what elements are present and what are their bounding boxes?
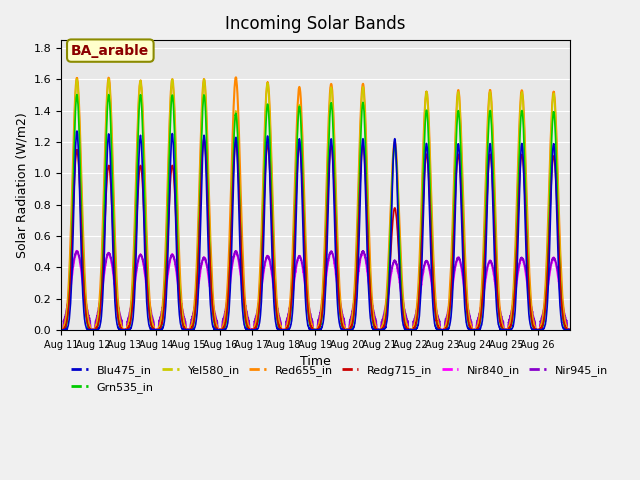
Red655_in	[488, 108, 496, 114]
Blu475_in	[425, 186, 433, 192]
Nir840_in	[458, 266, 465, 272]
Blu475_in	[488, 167, 495, 172]
Red655_in	[57, 327, 65, 333]
Nir840_in	[72, 248, 80, 254]
Blu475_in	[458, 209, 465, 215]
Line: Nir840_in: Nir840_in	[61, 251, 570, 330]
Yel580_in	[105, 76, 113, 82]
X-axis label: Time: Time	[300, 355, 331, 369]
Grn535_in	[161, 280, 169, 286]
Redg715_in	[560, 319, 568, 325]
Red655_in	[458, 141, 465, 147]
Y-axis label: Solar Radiation (W/m2): Solar Radiation (W/m2)	[15, 112, 28, 258]
Nir945_in	[560, 308, 568, 313]
Yel580_in	[425, 130, 433, 136]
Nir945_in	[57, 327, 65, 333]
Nir840_in	[58, 327, 65, 333]
Redg715_in	[566, 327, 573, 333]
Grn535_in	[57, 327, 65, 333]
Nir945_in	[566, 327, 573, 333]
Redg715_in	[458, 196, 465, 202]
Nir945_in	[488, 261, 495, 267]
Grn535_in	[488, 133, 496, 139]
Red655_in	[380, 315, 388, 321]
Grn535_in	[58, 327, 65, 333]
Grn535_in	[425, 151, 433, 157]
Nir945_in	[380, 310, 388, 316]
Line: Nir945_in: Nir945_in	[61, 251, 570, 330]
Yel580_in	[380, 320, 388, 325]
Grn535_in	[560, 322, 568, 327]
Nir945_in	[161, 287, 169, 293]
Nir840_in	[380, 314, 388, 320]
Red655_in	[58, 327, 65, 333]
Grn535_in	[380, 323, 388, 329]
Redg715_in	[380, 323, 388, 329]
Text: BA_arable: BA_arable	[71, 44, 150, 58]
Grn535_in	[566, 327, 573, 333]
Line: Yel580_in: Yel580_in	[61, 79, 570, 330]
Yel580_in	[161, 263, 169, 269]
Yel580_in	[566, 327, 573, 333]
Grn535_in	[458, 172, 465, 178]
Blu475_in	[161, 310, 169, 315]
Blu475_in	[380, 326, 388, 332]
Nir945_in	[458, 263, 465, 268]
Nir840_in	[161, 290, 169, 296]
Title: Incoming Solar Bands: Incoming Solar Bands	[225, 15, 406, 33]
Line: Grn535_in: Grn535_in	[61, 95, 570, 330]
Yel580_in	[488, 113, 496, 119]
Yel580_in	[58, 327, 65, 333]
Nir840_in	[425, 264, 433, 270]
Yel580_in	[560, 316, 568, 322]
Nir945_in	[359, 248, 367, 253]
Red655_in	[425, 125, 433, 131]
Redg715_in	[425, 182, 433, 188]
Legend: Blu475_in, Grn535_in, Yel580_in, Red655_in, Redg715_in, Nir840_in, Nir945_in: Blu475_in, Grn535_in, Yel580_in, Red655_…	[67, 361, 612, 397]
Nir840_in	[57, 327, 65, 333]
Redg715_in	[488, 169, 496, 175]
Red655_in	[566, 327, 573, 333]
Line: Redg715_in: Redg715_in	[61, 139, 570, 330]
Red655_in	[161, 254, 169, 260]
Redg715_in	[200, 136, 208, 142]
Nir840_in	[488, 262, 496, 268]
Nir840_in	[566, 327, 573, 333]
Blu475_in	[57, 327, 65, 333]
Blu475_in	[560, 326, 568, 332]
Red655_in	[560, 312, 568, 317]
Yel580_in	[458, 150, 465, 156]
Blu475_in	[566, 327, 573, 333]
Redg715_in	[58, 327, 65, 333]
Line: Blu475_in: Blu475_in	[61, 131, 570, 330]
Redg715_in	[57, 327, 65, 333]
Nir945_in	[425, 263, 433, 268]
Yel580_in	[57, 327, 65, 333]
Grn535_in	[73, 92, 81, 97]
Blu475_in	[73, 128, 81, 134]
Redg715_in	[161, 288, 169, 294]
Red655_in	[232, 74, 239, 80]
Nir840_in	[560, 312, 568, 318]
Line: Red655_in: Red655_in	[61, 77, 570, 330]
